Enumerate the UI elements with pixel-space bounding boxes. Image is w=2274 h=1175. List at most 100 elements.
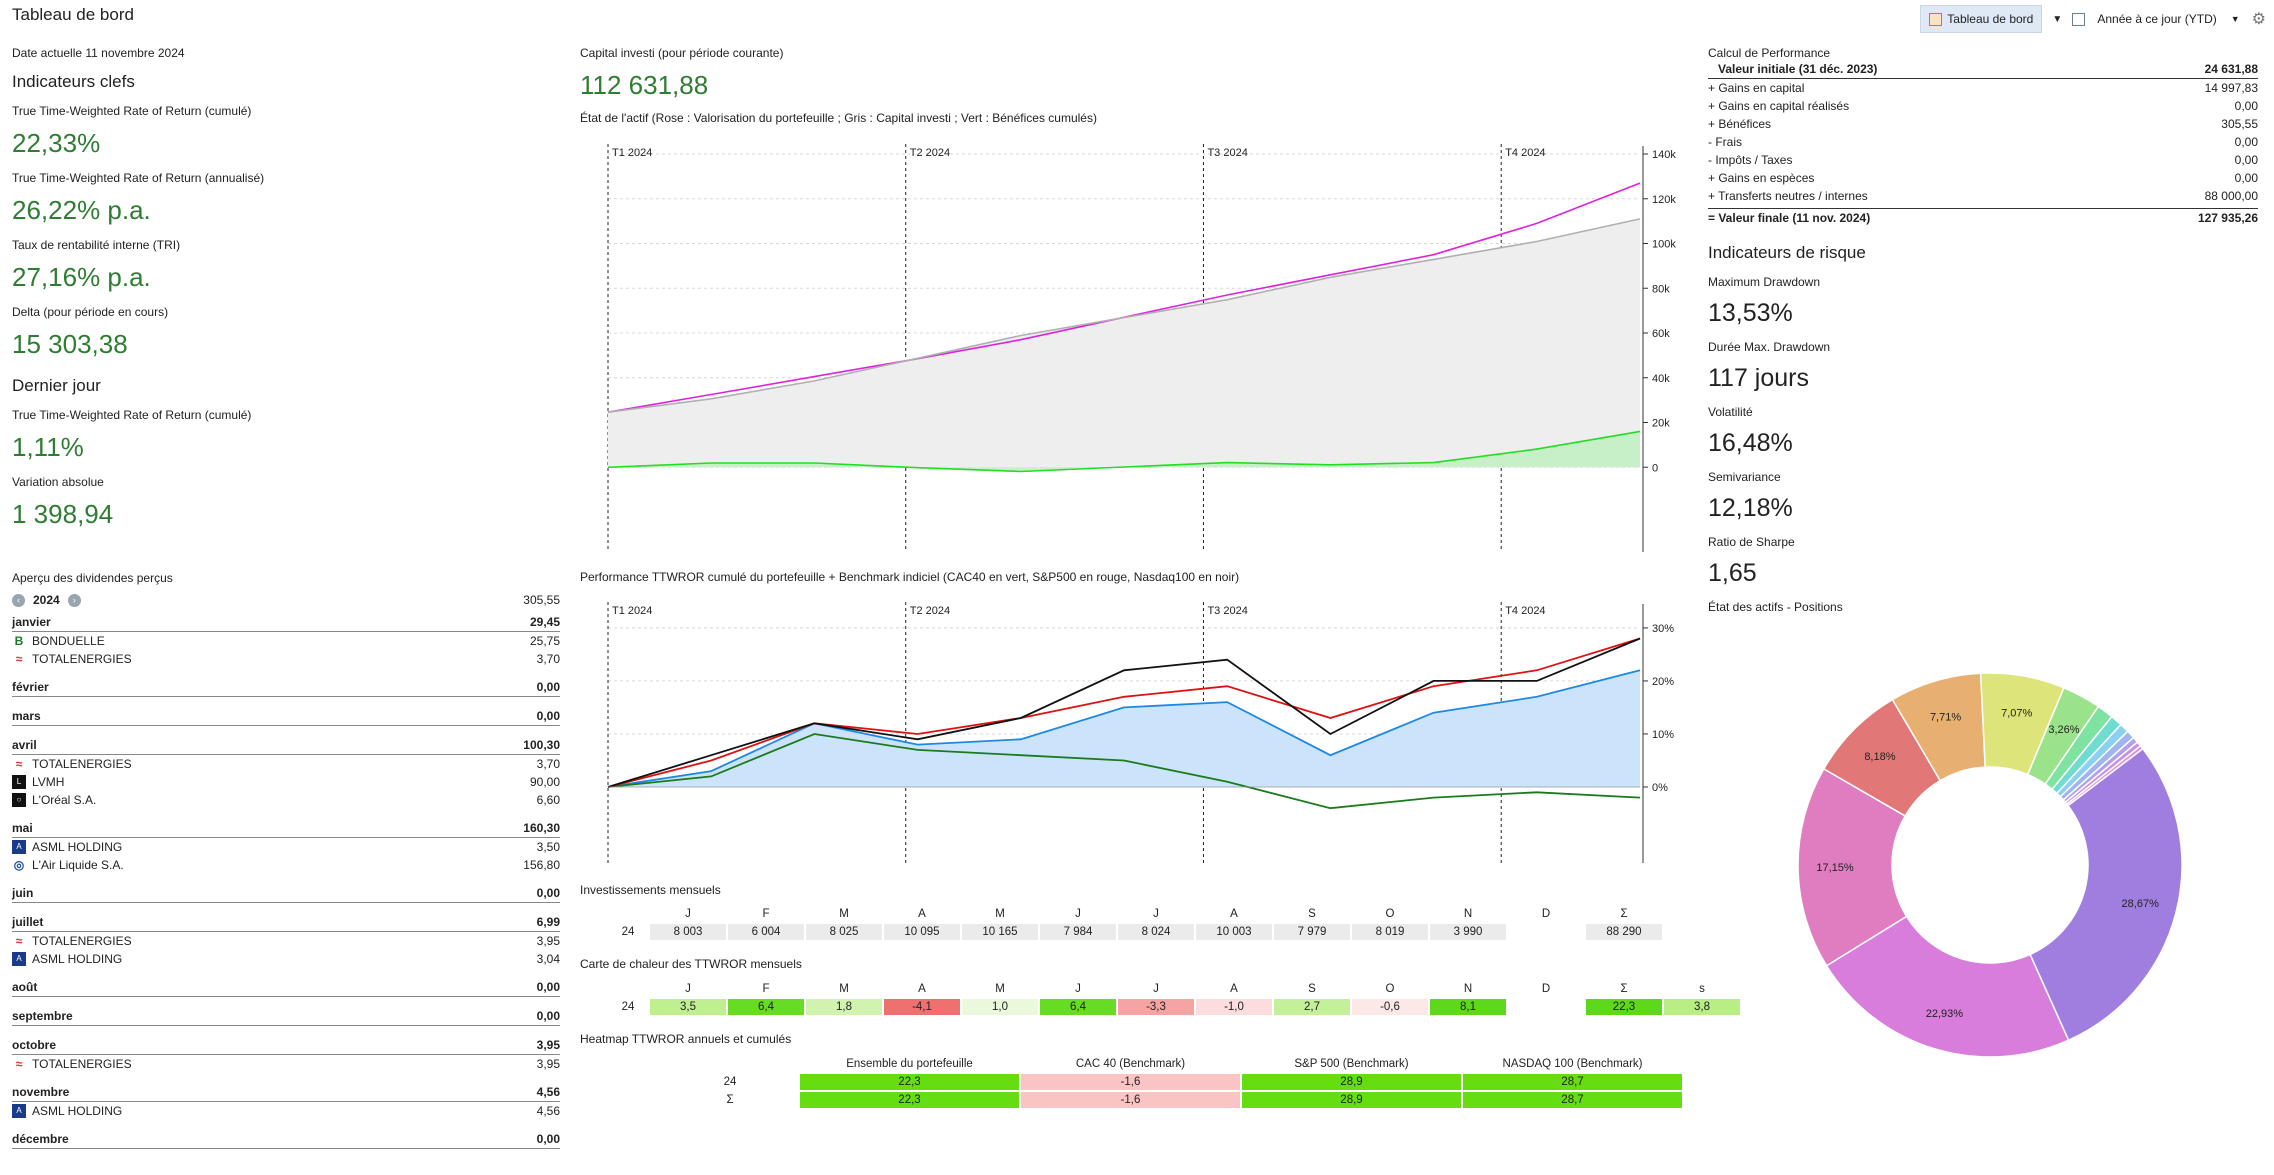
dividend-item-row: A ASML HOLDING 4,56 bbox=[12, 1102, 560, 1120]
perf-value: 0,00 bbox=[2234, 153, 2258, 167]
perf-value: 24 631,88 bbox=[2204, 62, 2258, 76]
gear-icon[interactable]: ⚙ bbox=[2251, 11, 2266, 28]
table-cell: -4,1 bbox=[884, 999, 960, 1015]
series-area bbox=[608, 218, 1640, 468]
lvmh-logo: L bbox=[12, 775, 26, 789]
dividend-value: 156,80 bbox=[523, 858, 560, 872]
lastday-value: 1 398,94 bbox=[12, 499, 114, 529]
column-header: F bbox=[762, 908, 770, 920]
column-header: M bbox=[839, 983, 849, 995]
table-cell: 8 003 bbox=[650, 924, 726, 940]
quarter-label: T1 2024 bbox=[612, 605, 652, 617]
month-name: février bbox=[12, 680, 49, 694]
positions-donut-chart: 28,67% 22,93% 17,15% 8,18% 7,71% 7,07% 3,26% bbox=[1797, 672, 2183, 1058]
risk-label: Ratio de Sharpe bbox=[1708, 535, 1795, 549]
dividend-value: 3,70 bbox=[536, 757, 560, 771]
table-cell: 8,1 bbox=[1430, 999, 1506, 1015]
security-name: TOTALENERGIES bbox=[32, 1057, 132, 1071]
perf-row: Valeur initiale (31 déc. 2023) 24 631,88 bbox=[1708, 60, 2258, 79]
perf-row: + Bénéfices 305,55 bbox=[1708, 115, 2258, 133]
yearly-heatmap-table: Ensemble du portefeuille CAC 40 (Benchmar… bbox=[660, 1054, 1684, 1110]
dividend-value: 3,04 bbox=[536, 952, 560, 966]
dividends-panel: Aperçu des dividendes perçus ‹ 2024 › 30… bbox=[12, 571, 560, 1149]
risk-label: Volatilité bbox=[1708, 405, 1753, 419]
column-header: J bbox=[1075, 908, 1081, 920]
column-header: A bbox=[1230, 983, 1238, 995]
bonduelle-logo: B bbox=[12, 634, 26, 648]
risk-title: Indicateurs de risque bbox=[1708, 243, 1866, 262]
quarter-label: T2 2024 bbox=[910, 147, 950, 159]
month-total: 4,56 bbox=[536, 1085, 560, 1099]
y-tick-label: 40k bbox=[1652, 373, 1670, 385]
security-name: L'Oréal S.A. bbox=[32, 793, 97, 807]
column-header: S bbox=[1308, 983, 1316, 995]
middle-column: Capital investi (pour période courante) … bbox=[580, 46, 1688, 125]
monthly-title: Investissements mensuels bbox=[580, 883, 721, 897]
perf-value: 88 000,00 bbox=[2204, 189, 2258, 203]
dashboard-icon bbox=[1929, 12, 1943, 26]
dividend-item-row: ≈ TOTALENERGIES 3,70 bbox=[12, 755, 560, 773]
perf-label: - Impôts / Taxes bbox=[1708, 153, 1793, 167]
dividend-month-row: décembre 0,00 bbox=[12, 1130, 560, 1149]
kpi-label: True Time-Weighted Rate of Return (annua… bbox=[12, 171, 265, 185]
column-header: N bbox=[1463, 983, 1473, 995]
security-name: ASML HOLDING bbox=[32, 952, 123, 966]
dividends-total: 305,55 bbox=[523, 593, 560, 607]
security-name: TOTALENERGIES bbox=[32, 652, 132, 666]
dividend-month-row: juillet 6,99 bbox=[12, 913, 560, 932]
month-total: 0,00 bbox=[536, 1132, 560, 1146]
dividend-month-row: mai 160,30 bbox=[12, 819, 560, 838]
dividend-value: 3,50 bbox=[536, 840, 560, 854]
column-header: J bbox=[1153, 983, 1159, 995]
security-name: TOTALENERGIES bbox=[32, 934, 132, 948]
y-tick-label: 60k bbox=[1652, 328, 1670, 340]
risk-value: 1,65 bbox=[1708, 559, 1757, 587]
layout-icon[interactable] bbox=[2072, 12, 2086, 26]
risk-value: 16,48% bbox=[1708, 429, 1793, 457]
column-header: Σ bbox=[1620, 983, 1628, 995]
totalenergies-logo: ≈ bbox=[12, 757, 26, 771]
column-header: F bbox=[762, 983, 770, 995]
y-tick-label: 10% bbox=[1652, 729, 1674, 741]
donut-slice[interactable] bbox=[1825, 915, 2070, 1058]
donut-slice[interactable] bbox=[2029, 747, 2183, 1042]
perf-row: + Gains en capital réalisés 0,00 bbox=[1708, 97, 2258, 115]
chart2-title: Performance TTWROR cumulé du portefeuill… bbox=[580, 570, 1240, 584]
next-year-icon[interactable]: › bbox=[67, 593, 81, 607]
positions-title: État des actifs - Positions bbox=[1708, 600, 1843, 614]
heatmap-title: Carte de chaleur des TTWROR mensuels bbox=[580, 957, 802, 971]
perf-label: + Transferts neutres / internes bbox=[1708, 189, 1868, 203]
window-title: Tableau de bord bbox=[12, 5, 134, 24]
slice-label: 22,93% bbox=[1926, 1008, 1964, 1020]
period-selector[interactable]: Année à ce jour (YTD) ▼ bbox=[2093, 12, 2243, 26]
table-cell: 3,8 bbox=[1664, 999, 1740, 1015]
table-cell: 22,3 bbox=[800, 1092, 1019, 1108]
column-header: Ensemble du portefeuille bbox=[846, 1058, 973, 1070]
dashboard-button[interactable]: Tableau de bord bbox=[1920, 5, 2043, 33]
security-name: TOTALENERGIES bbox=[32, 757, 132, 771]
table-cell: -0,6 bbox=[1352, 999, 1428, 1015]
donut-slice[interactable] bbox=[2065, 744, 2144, 807]
column-header: A bbox=[918, 908, 926, 920]
dividends-year: 2024 bbox=[33, 593, 60, 607]
table-cell: 1,8 bbox=[806, 999, 882, 1015]
donut-slice[interactable] bbox=[1797, 767, 1908, 967]
column-header: S&P 500 (Benchmark) bbox=[1294, 1058, 1409, 1070]
yearly-title: Heatmap TTWROR annuels et cumulés bbox=[580, 1032, 792, 1046]
perf-value: 0,00 bbox=[2234, 99, 2258, 113]
kpi-value: 26,22% p.a. bbox=[12, 195, 151, 225]
prev-year-icon[interactable]: ‹ bbox=[12, 593, 25, 607]
kpi-label: Taux de rentabilité interne (TRI) bbox=[12, 238, 181, 252]
row-label: 24 bbox=[621, 1001, 635, 1013]
asset-chart: 140k 120k 100k 80k 60k 40k 20k 0 T1 2024 T2 2024 T… bbox=[607, 144, 1676, 552]
table-cell: 8 024 bbox=[1118, 924, 1194, 940]
monthly-investments-table: J F M A M J J A S O N D Σ 24 8 003 6 004 8 025 10 095 10 1… bbox=[606, 904, 1664, 942]
perf-value: 0,00 bbox=[2234, 135, 2258, 149]
dividend-item-row: ≈ TOTALENERGIES 3,95 bbox=[12, 932, 560, 950]
slice-label: 17,15% bbox=[1816, 862, 1854, 874]
table-cell: 6 004 bbox=[728, 924, 804, 940]
dashboard-dropdown-arrow[interactable]: ▼ bbox=[2052, 13, 2063, 25]
slice-label: 7,71% bbox=[1930, 712, 1961, 724]
risk-value: 117 jours bbox=[1708, 364, 1809, 392]
series-line bbox=[607, 430, 1641, 473]
